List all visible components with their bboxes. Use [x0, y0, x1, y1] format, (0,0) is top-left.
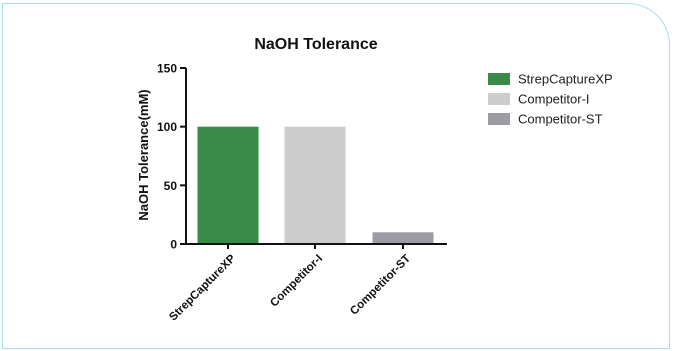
y-tick-label: 100 — [157, 120, 177, 134]
y-tick-label: 50 — [164, 179, 178, 193]
y-axis-label: NaOH Tolerance(mM) — [136, 89, 151, 220]
bars-group — [197, 126, 434, 244]
bar-competitor-i — [284, 126, 346, 244]
y-tick-label: 150 — [157, 62, 177, 76]
x-category-label: Competitor-ST — [348, 253, 413, 318]
legend-label: StrepCaptureXP — [518, 72, 613, 87]
legend-label: Competitor-ST — [518, 112, 603, 127]
x-category-label: StrepCaptureXP — [167, 252, 238, 323]
bar-strepcapturexp — [197, 126, 259, 244]
x-category-labels-group: StrepCaptureXP Competitor-I Competitor-ST — [167, 244, 413, 323]
legend-swatch — [488, 93, 510, 105]
legend-swatch — [488, 113, 510, 125]
legend: StrepCaptureXP Competitor-I Competitor-ST — [488, 72, 613, 127]
chart-title: NaOH Tolerance — [254, 36, 377, 53]
legend-swatch — [488, 73, 510, 85]
bar-competitor-st — [372, 232, 434, 244]
legend-label: Competitor-I — [518, 92, 590, 107]
y-tick-label: 0 — [170, 238, 177, 252]
y-ticks-group: 0 50 100 150 — [157, 62, 186, 252]
x-category-label: Competitor-I — [268, 253, 325, 310]
